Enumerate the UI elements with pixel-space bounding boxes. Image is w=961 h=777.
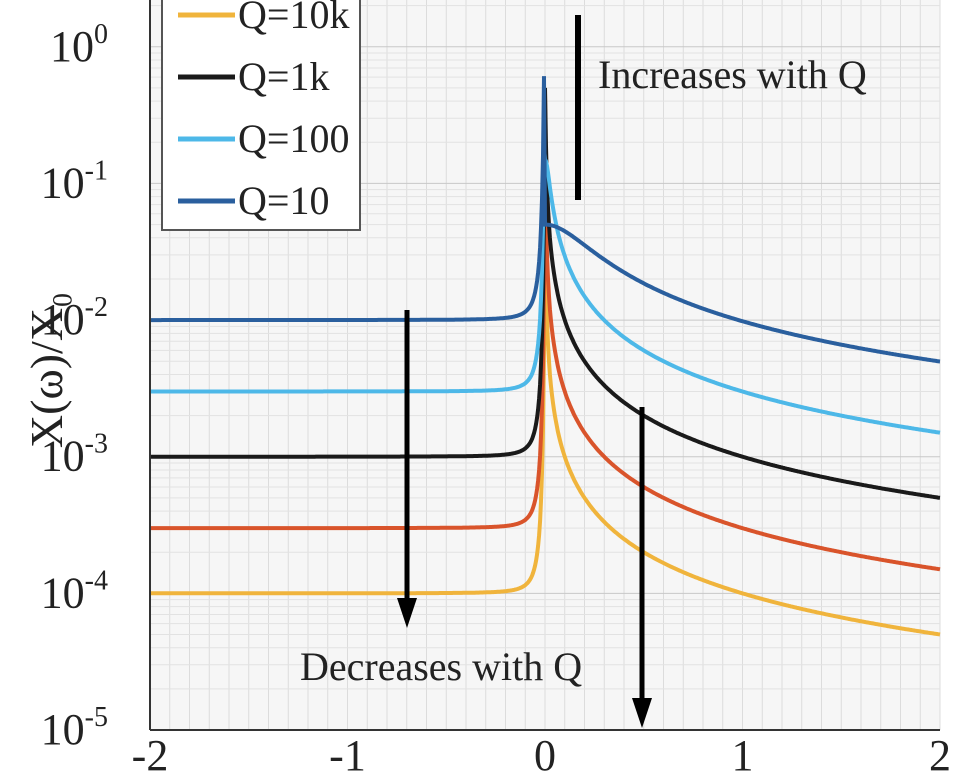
legend: Q=10k Q=1k Q=100 Q=10 <box>161 0 361 231</box>
legend-box <box>161 0 361 231</box>
x-tick-label: 1 <box>732 731 754 777</box>
y-tick-label: 10-4 <box>41 565 108 617</box>
y-tick-exponent: -2 <box>85 292 108 323</box>
legend-label: Q=10 <box>238 178 329 223</box>
y-tick-exponent: -3 <box>85 429 108 460</box>
y-tick-exponent: 0 <box>94 19 108 50</box>
y-tick-label: 100 <box>50 19 108 71</box>
series-group <box>150 76 941 637</box>
y-axis-label: X(ω)/X₀ <box>21 292 72 448</box>
x-tick-label: -1 <box>329 731 366 777</box>
x-tick-label: 2 <box>929 731 951 777</box>
annotation-decreases: Decreases with Q <box>300 644 582 689</box>
y-tick-label: 10-3 <box>41 429 108 481</box>
x-tick-label: -2 <box>132 731 169 777</box>
y-tick-label: 10-5 <box>41 702 108 754</box>
y-tick-label: 10-1 <box>41 155 108 207</box>
series-line-5 <box>150 76 941 364</box>
x-tick-label: 0 <box>534 731 556 777</box>
decrease-arrow-right <box>632 407 652 728</box>
annotation-increases: Increases with Q <box>598 52 867 97</box>
y-tick-exponent: -5 <box>85 702 108 733</box>
y-tick-exponent: -1 <box>85 155 108 186</box>
legend-label: Q=10k <box>238 0 349 37</box>
legend-label: Q=1k <box>238 54 329 99</box>
legend-label: Q=100 <box>238 116 349 161</box>
y-tick-exponent: -4 <box>85 565 108 596</box>
decrease-arrow-left <box>397 310 417 628</box>
